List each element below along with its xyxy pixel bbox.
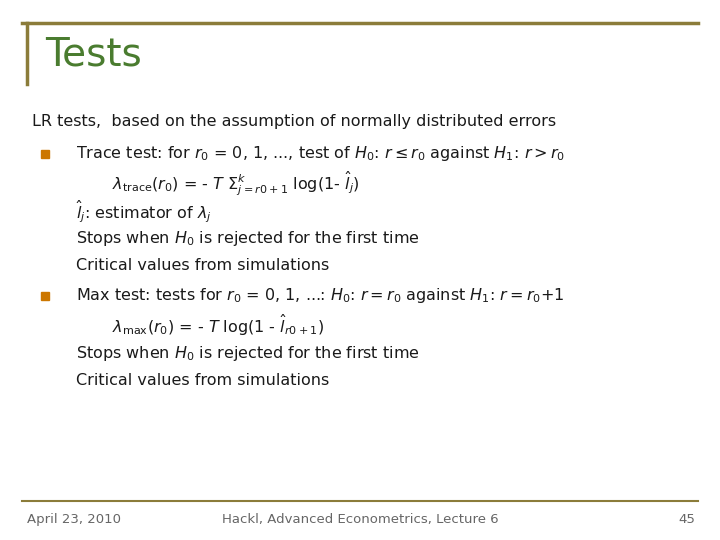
Text: Critical values from simulations: Critical values from simulations — [76, 373, 329, 388]
Text: Hackl, Advanced Econometrics, Lecture 6: Hackl, Advanced Econometrics, Lecture 6 — [222, 513, 498, 526]
Text: LR tests,  based on the assumption of normally distributed errors: LR tests, based on the assumption of nor… — [32, 114, 557, 129]
Text: $\lambda_{\mathrm{max}}(r_0)$ = - $T$ log(1 - $\hat{l}_{r0+1}$): $\lambda_{\mathrm{max}}(r_0)$ = - $T$ lo… — [112, 313, 324, 338]
Text: Critical values from simulations: Critical values from simulations — [76, 258, 329, 273]
Text: Tests: Tests — [45, 35, 141, 73]
Text: Stops when $H_0$ is rejected for the first time: Stops when $H_0$ is rejected for the fir… — [76, 229, 419, 248]
Text: Max test: tests for $r_0$ = 0, 1, ...: $H_0$: $r = r_0$ against $H_1$: $r = r_0$: Max test: tests for $r_0$ = 0, 1, ...: $… — [76, 286, 564, 306]
Text: $\lambda_{\mathrm{trace}}(r_0)$ = - $T$ $\Sigma^k_{j=r0+1}$ log(1- $\hat{l}_j$): $\lambda_{\mathrm{trace}}(r_0)$ = - $T$ … — [112, 170, 359, 198]
Text: 45: 45 — [678, 513, 695, 526]
Text: $\hat{l}_j$: estimator of $\lambda_j$: $\hat{l}_j$: estimator of $\lambda_j$ — [76, 198, 211, 225]
Text: Stops when $H_0$ is rejected for the first time: Stops when $H_0$ is rejected for the fir… — [76, 344, 419, 363]
Text: April 23, 2010: April 23, 2010 — [27, 513, 122, 526]
Text: Trace test: for $r_0$ = 0, 1, ..., test of $H_0$: $r \leq r_0$ against $H_1$: $r: Trace test: for $r_0$ = 0, 1, ..., test … — [76, 144, 564, 164]
